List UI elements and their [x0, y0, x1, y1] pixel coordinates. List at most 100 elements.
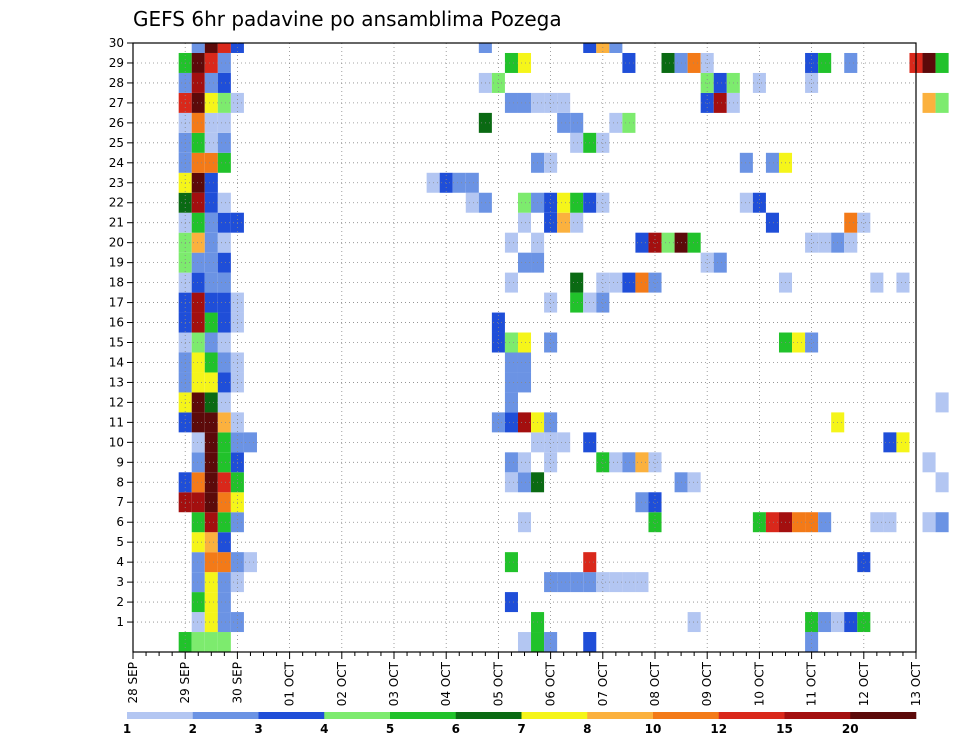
precip-cell: [204, 72, 218, 93]
x-tick-label: 10 OCT: [752, 661, 766, 706]
precip-cell: [504, 452, 518, 473]
precip-cell: [204, 632, 218, 652]
precip-cell: [217, 52, 231, 73]
colorbar-label: 6: [452, 722, 460, 736]
colorbar-swatch: [324, 712, 391, 719]
precip-cell: [844, 52, 858, 73]
precip-cell: [191, 492, 205, 513]
precip-cell: [700, 52, 714, 73]
precip-cell: [805, 72, 819, 93]
precip-cell: [504, 272, 518, 293]
precip-cell: [765, 152, 779, 173]
colorbar-label: 15: [776, 722, 793, 736]
precip-cell: [204, 312, 218, 333]
precip-cell: [191, 72, 205, 93]
precip-cell: [857, 212, 871, 233]
precip-cell: [700, 92, 714, 113]
precip-cell: [570, 292, 584, 313]
precip-cell: [557, 112, 571, 133]
precip-cell: [204, 212, 218, 233]
precip-cell: [544, 572, 558, 593]
precip-cell: [570, 132, 584, 153]
precip-cell: [217, 92, 231, 113]
precip-cell: [648, 272, 662, 293]
precip-cell: [805, 52, 819, 73]
precip-cell: [517, 352, 532, 373]
precip-cell: [805, 612, 819, 633]
precip-cell: [204, 292, 218, 313]
precip-cell: [217, 592, 231, 613]
precip-cell: [818, 232, 832, 253]
precip-cell: [191, 472, 205, 493]
precip-cell: [191, 332, 205, 353]
precip-cell: [191, 92, 205, 113]
precip-cell: [570, 212, 584, 233]
precip-cell: [217, 312, 231, 333]
precip-cell: [217, 232, 231, 253]
precip-cell: [217, 572, 231, 593]
precip-cell: [191, 112, 205, 133]
precip-cell: [935, 392, 949, 413]
precip-cell: [557, 212, 571, 233]
precip-cell: [700, 252, 714, 273]
precip-cell: [204, 432, 218, 453]
precip-cell: [217, 632, 231, 652]
precip-cell: [217, 412, 231, 433]
precip-cell: [557, 572, 571, 593]
x-tick-label: 05 OCT: [491, 661, 505, 706]
y-tick-label: 24: [109, 156, 124, 170]
precip-cell: [765, 212, 779, 233]
y-tick-label: 30: [109, 36, 124, 50]
colorbar-swatch: [521, 712, 588, 719]
precip-cell: [544, 212, 558, 233]
gridlines: [133, 42, 916, 652]
precip-cell: [609, 272, 623, 293]
precip-cell: [648, 512, 662, 533]
precip-cell: [191, 632, 205, 652]
x-tick-label: 13 OCT: [909, 661, 923, 706]
precip-cell: [217, 372, 231, 393]
precip-cell: [204, 252, 218, 273]
y-tick-label: 18: [109, 276, 124, 290]
precip-cell: [204, 352, 218, 373]
precip-cell: [818, 52, 832, 73]
precip-cell: [544, 432, 558, 453]
precip-cell: [217, 132, 231, 153]
precip-cell: [439, 172, 453, 193]
precip-cell: [191, 232, 205, 253]
precip-cell: [609, 43, 623, 53]
precip-cell: [504, 332, 518, 353]
precip-cell: [844, 232, 858, 253]
y-tick-label: 6: [116, 515, 124, 529]
precip-cell: [544, 192, 558, 213]
precip-cell: [217, 612, 231, 633]
precip-cell: [191, 172, 205, 193]
precip-cell: [935, 472, 949, 493]
precip-cell: [609, 452, 623, 473]
precip-cell: [622, 272, 636, 293]
precip-cell: [805, 512, 819, 533]
precip-cell: [517, 512, 532, 533]
precip-cell: [544, 92, 558, 113]
colorbar-label: 12: [710, 722, 727, 736]
precip-cell: [217, 212, 231, 233]
colorbar-swatch: [192, 712, 259, 719]
precip-cell: [217, 252, 231, 273]
chart-title: GEFS 6hr padavine po ansamblima Pozega: [133, 7, 562, 31]
precip-cell: [583, 632, 597, 652]
precip-cell: [491, 332, 505, 353]
precip-cell: [491, 72, 505, 93]
precip-cell: [191, 532, 205, 553]
precip-cell: [504, 232, 518, 253]
precip-cell: [857, 552, 871, 573]
y-tick-label: 11: [109, 415, 124, 429]
precip-cell: [204, 232, 218, 253]
precip-cell: [622, 572, 636, 593]
color-legend: 1 2 3 4 5 6 7 8 10 12 15 20: [123, 712, 917, 736]
precip-cell: [504, 352, 518, 373]
colorbar-label: 1: [123, 722, 131, 736]
precip-cell: [739, 152, 753, 173]
y-tick-label: 4: [116, 555, 124, 569]
precip-cell: [217, 152, 231, 173]
precip-cell: [191, 52, 205, 73]
